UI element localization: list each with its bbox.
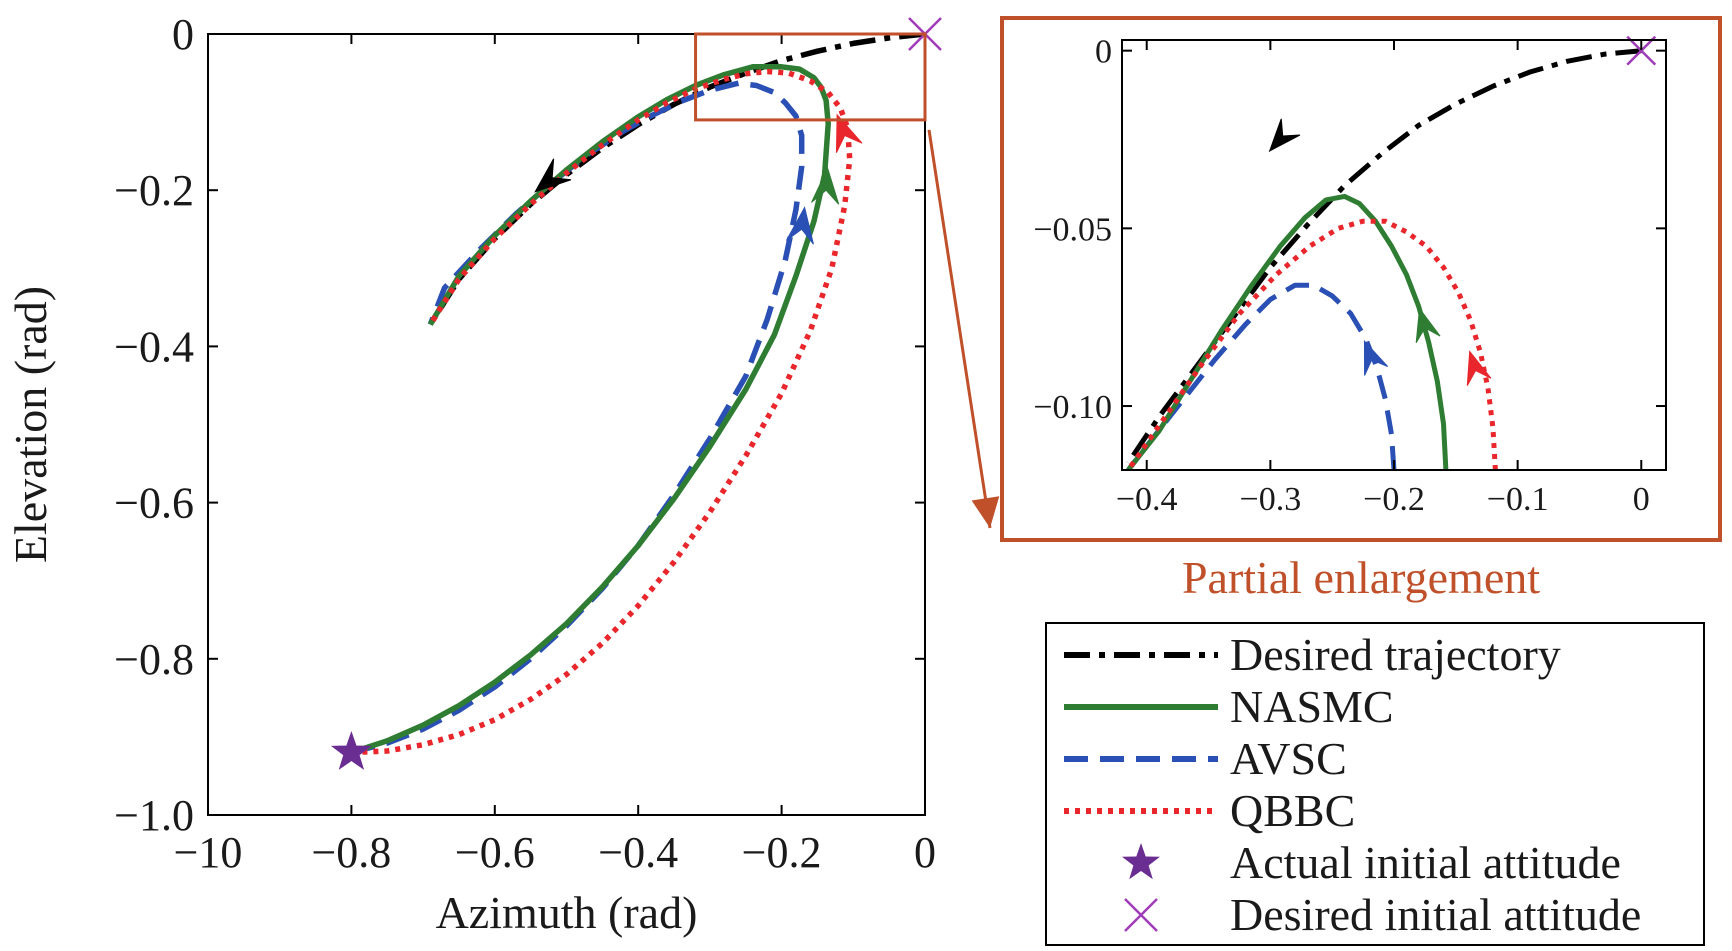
legend-entry-actual: Actual initial attitude <box>1122 837 1621 888</box>
legend-swatch-star <box>1122 843 1160 880</box>
legend-entry-desired: Desired trajectory <box>1064 629 1561 680</box>
main-series-group <box>330 17 942 770</box>
legend-label: NASMC <box>1230 681 1394 732</box>
x-tick-label: −0.1 <box>1487 481 1549 518</box>
zoom-connector-line <box>927 129 992 529</box>
direction-arrow-desired <box>534 158 572 193</box>
series-qbbc-line <box>351 68 853 756</box>
y-tick-label: −0.4 <box>114 322 194 371</box>
legend-label: Desired trajectory <box>1230 629 1561 680</box>
main-plot: −10 −0.8 −0.6 −0.4 −0.2 0 0 −0.2 −0.4 −0.6 −0.8 −1.… <box>5 10 1000 938</box>
legend-entry-qbbc: QBBC <box>1064 785 1355 836</box>
direction-arrow-avsc <box>785 206 814 245</box>
inset-plot: −0.4 −0.3 −0.2 −0.1 00−0.05−0.10 Partial enl… <box>1000 16 1722 603</box>
y-axis-label: Elevation (rad) <box>5 286 56 563</box>
series-desired-line <box>427 34 925 326</box>
zoom-connector-arrowhead <box>971 496 1000 528</box>
direction-arrow-qbbc <box>835 113 863 153</box>
y-tick-label: −0.6 <box>114 479 194 528</box>
inset-outer-frame <box>1000 16 1722 542</box>
series-avsc-line <box>1126 282 1397 470</box>
direction-arrow-nasmc <box>1415 307 1441 343</box>
desired-initial-attitude-marker <box>1626 35 1657 66</box>
direction-arrow-desired <box>1268 118 1301 153</box>
x-tick-label: −0.2 <box>742 828 822 877</box>
x-tick-label: −10 <box>174 828 243 877</box>
y-tick-label: −1.0 <box>114 791 194 840</box>
legend-swatch-x <box>1124 898 1158 932</box>
direction-arrow-avsc <box>1363 339 1389 376</box>
legend-label: Desired initial attitude <box>1230 889 1641 940</box>
series-nasmc-line <box>1126 193 1449 470</box>
main-plot-frame <box>207 33 926 816</box>
x-tick-label: −0.8 <box>311 828 391 877</box>
direction-arrow-qbbc <box>1466 350 1492 386</box>
inset-caption: Partial enlargement <box>1182 552 1540 603</box>
legend-box <box>1045 622 1705 946</box>
series-qbbc-line <box>1126 218 1498 470</box>
main-ticks-group: −10 −0.8 −0.6 −0.4 −0.2 0 0 −0.2 −0.4 −0.6 −0.8 −1.… <box>114 10 936 877</box>
legend-entry-avsc: AVSC <box>1064 733 1347 784</box>
x-tick-label: −0.3 <box>1240 481 1302 518</box>
y-tick-label: −0.10 <box>1033 389 1112 426</box>
legend-label: Actual initial attitude <box>1230 837 1621 888</box>
x-tick-label: 0 <box>914 828 936 877</box>
series-lines <box>350 34 925 756</box>
zoom-region-box <box>694 32 927 122</box>
zoom-box-group <box>694 32 1000 529</box>
inset-series-group <box>1126 35 1657 470</box>
series-lines <box>1126 48 1642 470</box>
y-tick-label: 0 <box>172 10 194 59</box>
y-tick-label: −0.2 <box>114 166 194 215</box>
x-tick-label: −0.6 <box>455 828 535 877</box>
y-tick-label: −0.05 <box>1033 211 1112 248</box>
legend-label: AVSC <box>1230 733 1347 784</box>
y-tick-label: −0.8 <box>114 635 194 684</box>
x-tick-label: −0.2 <box>1363 481 1425 518</box>
series-desired-line <box>1126 48 1642 465</box>
x-axis-label: Azimuth (rad) <box>436 887 698 938</box>
legend-entry-nasmc: NASMC <box>1064 681 1394 732</box>
x-tick-label: 0 <box>1633 481 1650 518</box>
legend-label: QBBC <box>1230 785 1355 836</box>
series-nasmc-line <box>350 64 831 756</box>
legend-entry-desired_init: Desired initial attitude <box>1124 889 1641 940</box>
x-tick-label: −0.4 <box>598 828 678 877</box>
y-tick-label: 0 <box>1095 34 1112 71</box>
inset-ticks-group: −0.4 −0.3 −0.2 −0.1 00−0.05−0.10 <box>1033 34 1666 518</box>
x-tick-label: −0.4 <box>1116 481 1178 518</box>
actual-initial-attitude-marker <box>330 730 372 770</box>
series-avsc-line <box>350 80 805 756</box>
direction-arrow-nasmc <box>811 166 840 205</box>
